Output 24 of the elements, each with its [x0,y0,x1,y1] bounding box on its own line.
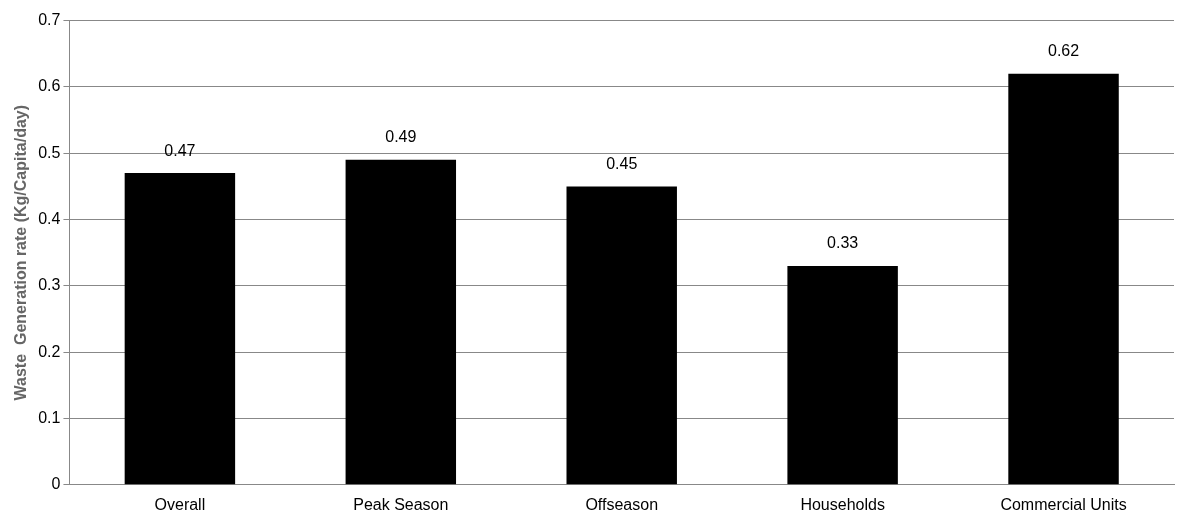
x-tick-label: Peak Season [353,495,449,513]
data-label: 0.33 [827,234,859,252]
x-tick-label: Households [800,495,885,513]
y-tick-label: 0.7 [38,11,61,29]
y-tick-label: 0 [51,475,61,493]
data-label: 0.49 [385,128,417,146]
y-tick-label: 0.3 [38,276,61,294]
x-tick-label: Commercial Units [1000,495,1127,513]
data-label: 0.47 [164,141,196,159]
bar [787,265,898,485]
x-tick-label: Overall [154,495,206,513]
y-tick-label: 0.4 [38,209,61,227]
y-axis-title: Waste Generation rate (Kg/Capita/day) [12,104,30,401]
y-tick-label: 0.2 [38,342,61,360]
y-tick-label: 0.5 [38,143,61,161]
bar [566,186,677,485]
data-label: 0.45 [606,154,638,172]
data-label: 0.62 [1047,42,1080,60]
bar [345,159,457,485]
bar [1008,73,1119,485]
x-tick-label: Offseason [585,495,659,513]
y-tick-label: 0.1 [38,408,61,426]
bar [124,173,236,485]
y-tick-label: 0.6 [38,77,61,95]
